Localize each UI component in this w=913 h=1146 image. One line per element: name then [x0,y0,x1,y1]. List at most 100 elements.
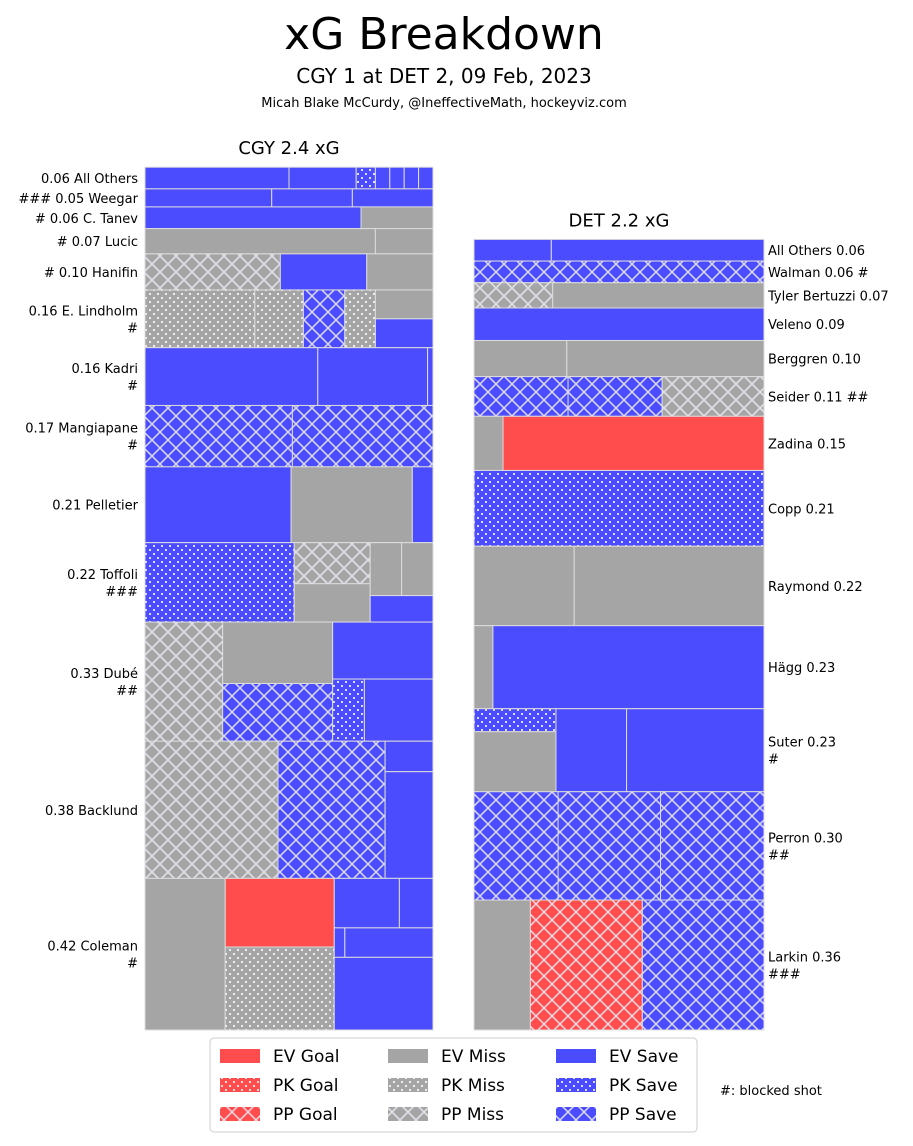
player-label: 0.33 Dubé [70,667,138,682]
legend-swatch [388,1107,428,1121]
player-block: Walman 0.06 # [473,260,869,284]
team-panel-left: CGY 2.4 xG 0.06 All Others ### 0.05 Weegar… [18,138,434,1031]
player-label: ## [768,848,790,863]
shot-pp-miss [293,542,371,585]
player-label: 0.16 E. Lindholm [29,304,138,319]
shot-pp-miss [144,740,279,879]
shot-pp-save [302,289,346,349]
legend-label: PK Save [609,1076,678,1096]
player-label: 0.38 Backlund [45,804,138,819]
chart-subtitle: CGY 1 at DET 2, 09 Feb, 2023 [296,64,591,88]
shot-ev-miss [144,877,226,1031]
legend-item-pp-miss: PP Miss [388,1105,504,1125]
legend-swatch [556,1049,596,1063]
player-label: Raymond 0.22 [768,580,863,595]
player-label: # 0.06 C. Tanev [35,212,138,227]
legend-label: PP Save [609,1105,677,1125]
shot-pk-save [332,678,365,742]
player-block: # 0.07 Lucic [57,228,434,255]
shot-ev-save [403,166,420,190]
legend-item-pk-save: PK Save [556,1076,678,1096]
player-label: Hägg 0.23 [768,661,835,676]
chart-credit: Micah Blake McCurdy, @IneffectiveMath, h… [261,96,627,111]
legend-swatch [556,1107,596,1121]
player-block: Perron 0.30 ## [473,791,843,901]
player-block: Larkin 0.36 ### [473,899,841,1031]
shot-ev-miss [293,583,371,623]
shot-pk-save [473,469,765,547]
player-block: 0.33 Dubé ## [70,621,434,742]
player-label: Perron 0.30 [768,831,843,846]
shot-pp-miss [144,621,224,742]
legend-swatch [220,1078,260,1092]
shot-pp-save [291,404,434,468]
shot-pk-save [144,542,295,623]
shot-ev-save [144,166,290,190]
shot-ev-save [344,927,434,958]
shot-ev-miss [473,339,568,378]
player-block: Veleno 0.09 [473,307,845,341]
shot-pp-save [144,404,293,468]
shot-ev-save [411,466,434,544]
shot-pp-save [567,376,663,417]
shot-ev-save [363,678,434,742]
shot-pp-save [473,791,559,901]
legend-label: EV Goal [273,1047,340,1067]
shot-ev-save [144,347,319,406]
legend-label: EV Miss [441,1047,506,1067]
shot-ev-save [473,307,765,341]
shot-pk-miss [144,289,256,349]
shot-ev-miss [222,621,334,685]
player-block: Raymond 0.22 [473,545,863,627]
legend-label: EV Save [609,1047,679,1067]
shot-ev-miss [573,545,765,627]
shot-ev-save [418,166,434,190]
legend-item-pk-miss: PK Miss [388,1076,505,1096]
shot-pk-miss [344,289,376,349]
legend-item-pp-save: PP Save [556,1105,677,1125]
shot-ev-save [351,188,434,208]
shot-ev-miss [552,282,765,309]
player-label: # [127,379,138,394]
player-label: 0.06 All Others [41,172,138,187]
shot-ev-save [144,206,362,230]
shot-ev-miss [473,899,531,1031]
shot-ev-save [389,166,405,190]
shot-pp-miss [144,253,281,291]
player-label: ### [768,968,801,983]
shot-pp-miss [661,376,765,417]
shot-ev-miss [144,228,376,255]
shot-ev-miss [360,206,434,230]
shot-ev-save [288,166,357,190]
shot-ev-miss [374,289,434,320]
team-panel-right: DET 2.2 xG All Others 0.06 Walman 0.06 # Ty… [473,210,889,1031]
player-label: # [127,957,138,972]
legend-item-ev-goal: EV Goal [220,1047,340,1067]
shot-ev-save [333,877,400,929]
shot-ev-miss [473,731,557,793]
shot-pp-goal [529,899,643,1031]
player-label: Tyler Bertuzzi 0.07 [767,289,889,304]
shot-pp-save [473,376,569,417]
blocked-shot-note: #: blocked shot [720,1084,822,1099]
shot-ev-miss [566,339,765,378]
shot-ev-miss [366,253,434,291]
player-label: ### 0.05 Weegar [18,192,138,207]
shot-pp-save [641,899,765,1031]
legend-swatch [220,1107,260,1121]
legend-swatch [388,1078,428,1092]
team-title: CGY 2.4 xG [238,138,339,159]
shot-ev-save [550,238,765,262]
shot-ev-save [427,347,434,406]
player-label: Zadina 0.15 [768,437,846,452]
player-block: # 0.10 Hanifin [44,253,434,291]
shot-ev-save [279,253,368,291]
shot-ev-save [626,708,765,793]
player-label: # [127,439,138,454]
shot-pk-save [473,708,557,733]
shot-ev-save [332,621,434,680]
shot-ev-save [333,927,346,958]
shot-ev-save [384,740,434,773]
player-label: ## [116,684,138,699]
legend: EV Goal PK Goal PP Goal EV Miss PK Miss PP Mi… [209,1037,698,1133]
